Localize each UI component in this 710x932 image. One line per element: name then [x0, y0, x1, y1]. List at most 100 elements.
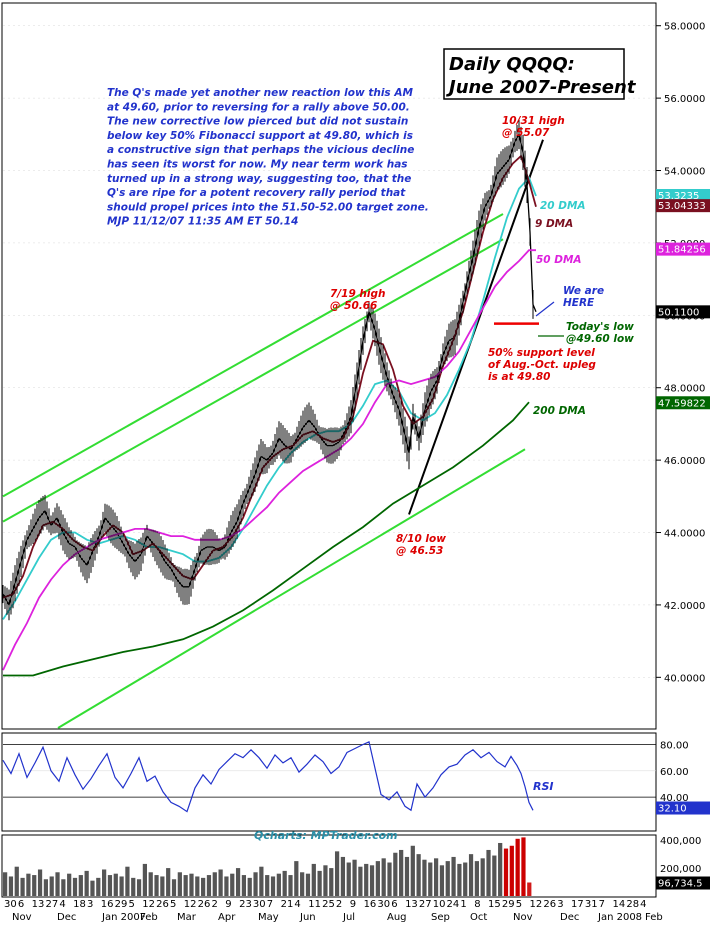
chart-title: Daily QQQQ: [449, 54, 575, 75]
x-day-label-3: 27 [45, 899, 58, 910]
volume-bar-61 [358, 867, 362, 896]
price-tick-label-2: 54.0000 [664, 167, 705, 178]
volume-bar-83 [486, 850, 490, 896]
x-day-label-32: 24 [447, 899, 460, 910]
x-day-label-2: 13 [32, 899, 45, 910]
x-month-label-10: Sep [431, 912, 450, 923]
annotation-4-line-0: 9 DMA [535, 218, 573, 230]
rsi-label: RSI [533, 780, 554, 793]
volume-bar-67 [393, 853, 397, 896]
x-month-label-12: Nov [513, 912, 533, 923]
chart-subtitle: June 2007-Present [446, 77, 637, 98]
rsi-current-label: 32.10 [658, 804, 687, 815]
volume-bar-30 [178, 872, 182, 896]
price-tick-label-1: 56.0000 [664, 94, 705, 105]
volume-bar-90 [527, 883, 531, 896]
volume-bar-84 [492, 856, 496, 896]
volume-bar-69 [405, 857, 409, 896]
volume-bar-38 [224, 876, 228, 896]
volume-bar-7 [44, 879, 48, 896]
volume-bar-25 [149, 872, 153, 896]
x-day-label-25: 9 [350, 899, 356, 910]
volume-bar-20 [119, 876, 123, 896]
x-day-label-44: 14 [613, 899, 626, 910]
price-tick-label-6: 46.0000 [664, 456, 705, 467]
volume-bar-55 [323, 865, 327, 896]
volume-bar-6 [38, 869, 42, 896]
volume-bar-37 [218, 869, 222, 896]
volume-bar-23 [137, 879, 141, 896]
volume-bar-65 [382, 858, 386, 896]
price-tag-label-3: 50.1100 [658, 307, 699, 318]
annotation-6-line-0: 200 DMA [533, 405, 586, 417]
commentary-line-2: The new corrective low pierced but did n… [107, 116, 408, 128]
x-day-label-35: 15 [488, 899, 501, 910]
volume-bar-51 [300, 872, 304, 896]
volume-bar-28 [166, 868, 170, 896]
volume-bar-80 [469, 854, 473, 896]
x-day-label-26: 16 [364, 899, 377, 910]
annotation-3-line-0: 20 DMA [540, 200, 586, 212]
commentary-line-0: The Q's made yet another new reaction lo… [107, 87, 413, 99]
commentary-line-3: below key 50% Fibonacci support at 49.80… [107, 130, 413, 142]
volume-bar-50 [294, 861, 298, 896]
x-month-label-11: Oct [470, 912, 487, 923]
x-day-label-4: 4 [59, 899, 65, 910]
annotation-1-line-1: @ 50.66 [330, 300, 377, 312]
x-day-label-46: 4 [640, 899, 646, 910]
annotation-9-line-1: of Aug.-Oct. upleg [488, 359, 596, 371]
volume-bar-52 [306, 874, 310, 896]
x-month-label-4: Mar [177, 912, 197, 923]
volume-bar-33 [195, 876, 199, 896]
annotation-0-line-0: 10/31 high [502, 115, 565, 127]
volume-bar-31 [184, 875, 188, 896]
volume-bar-62 [364, 864, 368, 896]
x-day-label-39: 26 [543, 899, 556, 910]
volume-bar-72 [422, 860, 426, 896]
volume-bar-13 [79, 875, 83, 896]
volume-bar-73 [428, 863, 432, 896]
volume-bar-2 [15, 867, 19, 896]
price-tick-label-9: 40.0000 [664, 673, 705, 684]
x-day-label-41: 17 [571, 899, 584, 910]
x-day-label-42: 31 [585, 899, 598, 910]
volume-bar-77 [451, 857, 455, 896]
volume-bar-32 [189, 874, 193, 896]
x-day-label-1: 6 [18, 899, 24, 910]
annotation-7-line-1: HERE [563, 297, 595, 309]
volume-bar-48 [283, 871, 287, 896]
volume-bar-34 [201, 878, 205, 896]
x-day-label-14: 26 [198, 899, 211, 910]
volume-bar-40 [236, 868, 240, 896]
x-day-label-28: 6 [391, 899, 397, 910]
x-day-label-17: 23 [239, 899, 252, 910]
x-day-label-15: 2 [211, 899, 217, 910]
x-day-label-11: 26 [156, 899, 169, 910]
x-day-label-9: 5 [128, 899, 134, 910]
volume-bar-36 [213, 872, 217, 896]
x-day-label-18: 30 [253, 899, 266, 910]
volume-bar-24 [143, 864, 147, 896]
price-tick-label-7: 44.0000 [664, 529, 705, 540]
price-tick-label-0: 58.0000 [664, 22, 705, 33]
volume-bar-54 [318, 871, 322, 896]
volume-tick-label-0: 400,000 [660, 836, 701, 847]
volume-bar-15 [90, 881, 94, 896]
commentary-line-8: should propel prices into the 51.50-52.0… [107, 201, 429, 213]
x-day-label-12: 5 [170, 899, 176, 910]
volume-bar-57 [335, 851, 339, 896]
price-tag-label-4: 47.59822 [658, 398, 706, 409]
volume-bar-58 [341, 857, 345, 896]
volume-bar-47 [277, 874, 281, 896]
volume-current-label: 96,734.5 [658, 879, 703, 890]
volume-bar-78 [457, 864, 461, 896]
annotation-8-line-1: @49.60 low [566, 333, 634, 345]
x-day-label-27: 30 [377, 899, 390, 910]
commentary-line-7: Q's are ripe for a potent recovery rally… [107, 187, 406, 199]
volume-tick-label-1: 200,000 [660, 864, 701, 875]
volume-bar-68 [399, 850, 403, 896]
x-day-label-20: 21 [281, 899, 294, 910]
volume-bar-39 [230, 874, 234, 896]
